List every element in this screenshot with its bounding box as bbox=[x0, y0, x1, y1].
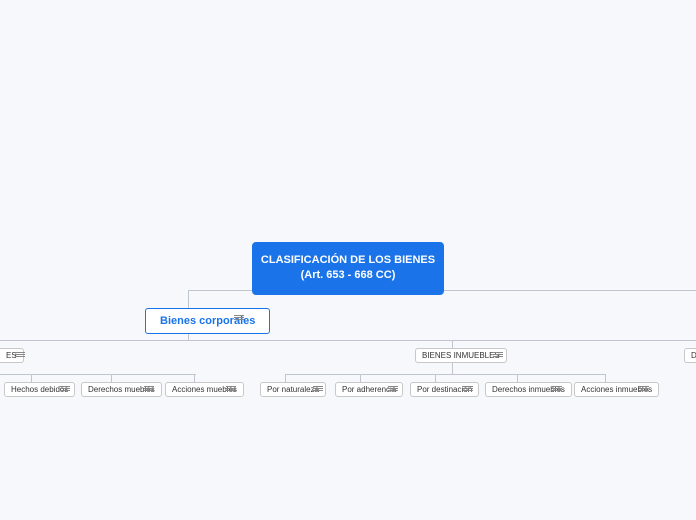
connector bbox=[285, 374, 286, 382]
expand-icon[interactable] bbox=[144, 383, 154, 393]
node-bienes-corporales[interactable]: Bienes corporales bbox=[145, 308, 270, 334]
expand-icon[interactable] bbox=[15, 349, 25, 359]
label: DE bbox=[691, 351, 696, 360]
root-line2: (Art. 653 - 668 CC) bbox=[301, 268, 396, 283]
expand-icon[interactable] bbox=[313, 383, 323, 393]
connector bbox=[285, 374, 605, 375]
connector bbox=[605, 374, 606, 382]
expand-icon[interactable] bbox=[493, 349, 503, 359]
label: Por naturaleza bbox=[267, 385, 319, 394]
connector bbox=[452, 340, 453, 348]
connector bbox=[194, 374, 195, 382]
expand-icon[interactable] bbox=[639, 383, 649, 393]
root-line1: CLASIFICACIÓN DE LOS BIENES bbox=[261, 253, 435, 268]
connector bbox=[0, 340, 696, 341]
expand-icon[interactable] bbox=[234, 312, 244, 322]
connector bbox=[0, 374, 196, 375]
expand-icon[interactable] bbox=[226, 383, 236, 393]
connector bbox=[31, 374, 32, 382]
connector bbox=[517, 374, 518, 382]
connector bbox=[435, 374, 436, 382]
expand-icon[interactable] bbox=[463, 383, 473, 393]
expand-icon[interactable] bbox=[388, 383, 398, 393]
connector bbox=[111, 374, 112, 382]
root-node[interactable]: CLASIFICACIÓN DE LOS BIENES (Art. 653 - … bbox=[252, 242, 444, 295]
expand-icon[interactable] bbox=[552, 383, 562, 393]
node-de-cut[interactable]: DE bbox=[684, 348, 696, 363]
connector bbox=[188, 290, 189, 308]
label: BIENES INMUEBLES bbox=[422, 351, 500, 360]
connector bbox=[360, 374, 361, 382]
expand-icon[interactable] bbox=[60, 383, 70, 393]
mindmap-canvas: CLASIFICACIÓN DE LOS BIENES (Art. 653 - … bbox=[0, 0, 696, 520]
